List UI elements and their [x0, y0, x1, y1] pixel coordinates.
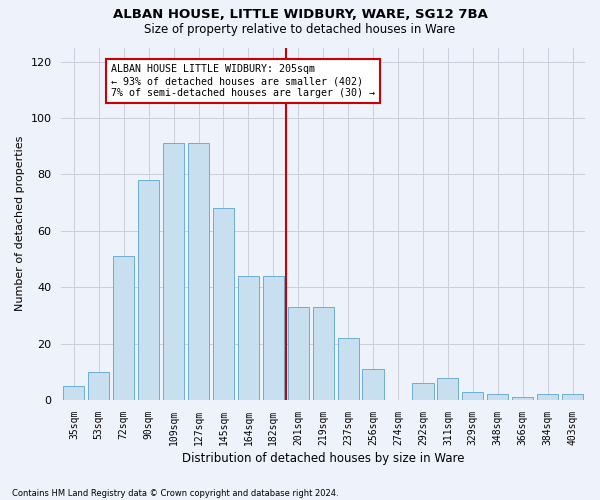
Text: ALBAN HOUSE LITTLE WIDBURY: 205sqm
← 93% of detached houses are smaller (402)
7%: ALBAN HOUSE LITTLE WIDBURY: 205sqm ← 93%… [111, 64, 375, 98]
Bar [462, 392, 484, 400]
Bar [238, 276, 259, 400]
Bar [437, 378, 458, 400]
Bar [287, 307, 309, 400]
Bar [487, 394, 508, 400]
Text: Size of property relative to detached houses in Ware: Size of property relative to detached ho… [145, 22, 455, 36]
Bar [138, 180, 159, 400]
Bar [88, 372, 109, 400]
Y-axis label: Number of detached properties: Number of detached properties [15, 136, 25, 312]
Bar [362, 369, 383, 400]
Bar [537, 394, 558, 400]
Bar [512, 398, 533, 400]
X-axis label: Distribution of detached houses by size in Ware: Distribution of detached houses by size … [182, 452, 464, 465]
Bar [113, 256, 134, 400]
Bar [213, 208, 234, 400]
Text: ALBAN HOUSE, LITTLE WIDBURY, WARE, SG12 7BA: ALBAN HOUSE, LITTLE WIDBURY, WARE, SG12 … [113, 8, 487, 20]
Bar [562, 394, 583, 400]
Bar [163, 144, 184, 400]
Text: Contains HM Land Registry data © Crown copyright and database right 2024.: Contains HM Land Registry data © Crown c… [12, 488, 338, 498]
Bar [412, 383, 434, 400]
Bar [263, 276, 284, 400]
Bar [188, 144, 209, 400]
Bar [313, 307, 334, 400]
Bar [63, 386, 85, 400]
Bar [338, 338, 359, 400]
